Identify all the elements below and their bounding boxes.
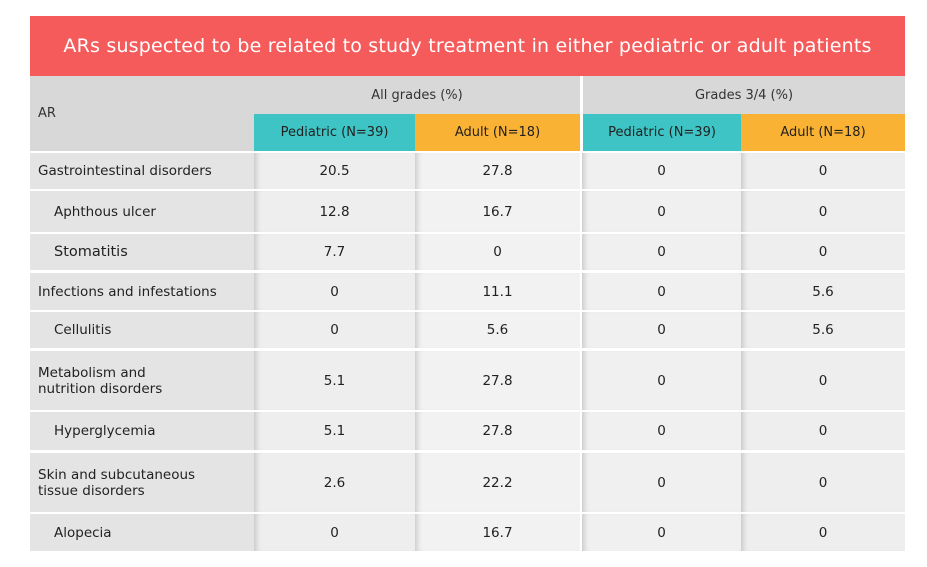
table-cell: 7.7 — [254, 232, 415, 270]
table-cell: 0 — [741, 410, 905, 450]
column-header-g34-pediatric: Pediatric (N=39) — [580, 114, 741, 151]
table-cell: 27.8 — [415, 151, 580, 189]
table-cell: 0 — [580, 410, 741, 450]
table-cell: 0 — [741, 512, 905, 551]
table-cell: 0 — [254, 310, 415, 348]
row-label-aphthous-ulcer: Aphthous ulcer — [30, 189, 254, 232]
table-cell: 0 — [741, 348, 905, 410]
table-cell: 0 — [741, 232, 905, 270]
column-group-all-grades: All grades (%) — [254, 76, 580, 114]
table-cell: 22.2 — [415, 450, 580, 512]
table-cell: 5.6 — [741, 310, 905, 348]
row-label-line: Metabolism and — [38, 364, 146, 381]
table-cell: 2.6 — [254, 450, 415, 512]
table-cell: 5.6 — [415, 310, 580, 348]
table-cell: 0 — [741, 189, 905, 232]
table-cell: 16.7 — [415, 512, 580, 551]
table-cell: 0 — [580, 270, 741, 310]
table-cell: 5.1 — [254, 410, 415, 450]
row-label-infections-and-infestations: Infections and infestations — [30, 270, 254, 310]
table-cell: 5.6 — [741, 270, 905, 310]
table-cell: 0 — [580, 512, 741, 551]
table-cell: 0 — [580, 348, 741, 410]
row-label-line: tissue disorders — [38, 482, 145, 499]
table-cell: 27.8 — [415, 348, 580, 410]
table-cell: 0 — [415, 232, 580, 270]
table-cell: 0 — [254, 512, 415, 551]
row-label-skin-and-subcutaneous-tissue-disorders: Skin and subcutaneous tissue disorders — [30, 450, 254, 512]
table-cell: 0 — [741, 450, 905, 512]
table-title: ARs suspected to be related to study tre… — [30, 16, 905, 76]
table-cell: 0 — [580, 310, 741, 348]
row-label-metabolism-and-nutrition-disorders: Metabolism and nutrition disorders — [30, 348, 254, 410]
ar-table-card: ARs suspected to be related to study tre… — [30, 16, 905, 551]
table-cell: 27.8 — [415, 410, 580, 450]
row-label-line: nutrition disorders — [38, 380, 163, 397]
row-label-alopecia: Alopecia — [30, 512, 254, 551]
row-label-line: Skin and subcutaneous — [38, 466, 196, 483]
table-cell: 16.7 — [415, 189, 580, 232]
column-group-grades-3-4: Grades 3/4 (%) — [580, 76, 905, 114]
table-cell: 0 — [254, 270, 415, 310]
row-label-cellulitis: Cellulitis — [30, 310, 254, 348]
table-cell: 0 — [580, 151, 741, 189]
column-header-ar: AR — [30, 76, 254, 151]
column-header-all-adult: Adult (N=18) — [415, 114, 580, 151]
table-cell: 0 — [580, 450, 741, 512]
table-cell: 12.8 — [254, 189, 415, 232]
table-cell: 0 — [580, 189, 741, 232]
row-label-stomatitis: Stomatitis — [30, 232, 254, 270]
row-label-gastrointestinal-disorders: Gastrointestinal disorders — [30, 151, 254, 189]
table-cell: 0 — [741, 151, 905, 189]
ar-table: AR All grades (%) Grades 3/4 (%) Pediatr… — [30, 76, 905, 551]
table-cell: 0 — [580, 232, 741, 270]
row-label-hyperglycemia: Hyperglycemia — [30, 410, 254, 450]
table-cell: 20.5 — [254, 151, 415, 189]
column-header-g34-adult: Adult (N=18) — [741, 114, 905, 151]
column-header-all-pediatric: Pediatric (N=39) — [254, 114, 415, 151]
table-cell: 5.1 — [254, 348, 415, 410]
table-cell: 11.1 — [415, 270, 580, 310]
